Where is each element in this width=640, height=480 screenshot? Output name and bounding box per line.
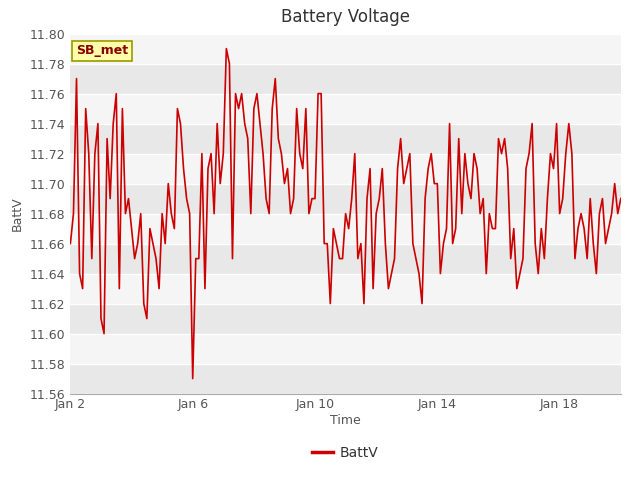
BattV	[617, 196, 625, 202]
BattV	[225, 60, 233, 66]
Bar	[70, 363, 621, 394]
BattV	[113, 91, 120, 96]
BattV	[189, 376, 196, 382]
Line: BattV: BattV	[70, 48, 621, 379]
Bar	[70, 243, 621, 274]
Bar	[70, 34, 621, 63]
X-axis label: Time: Time	[330, 414, 361, 427]
BattV	[67, 240, 74, 246]
Bar	[70, 303, 621, 334]
BattV	[339, 256, 346, 262]
Legend: BattV: BattV	[307, 441, 385, 466]
Bar	[70, 154, 621, 183]
Bar	[70, 274, 621, 303]
Text: SB_met: SB_met	[76, 44, 128, 58]
Bar	[70, 94, 621, 123]
Bar	[70, 183, 621, 214]
Bar	[70, 123, 621, 154]
BattV	[223, 46, 230, 51]
Bar	[70, 63, 621, 94]
Y-axis label: BattV: BattV	[12, 196, 24, 231]
Title: Battery Voltage: Battery Voltage	[281, 9, 410, 26]
BattV	[335, 256, 343, 262]
Bar	[70, 334, 621, 363]
BattV	[149, 240, 157, 246]
Bar	[70, 214, 621, 243]
BattV	[528, 120, 536, 126]
